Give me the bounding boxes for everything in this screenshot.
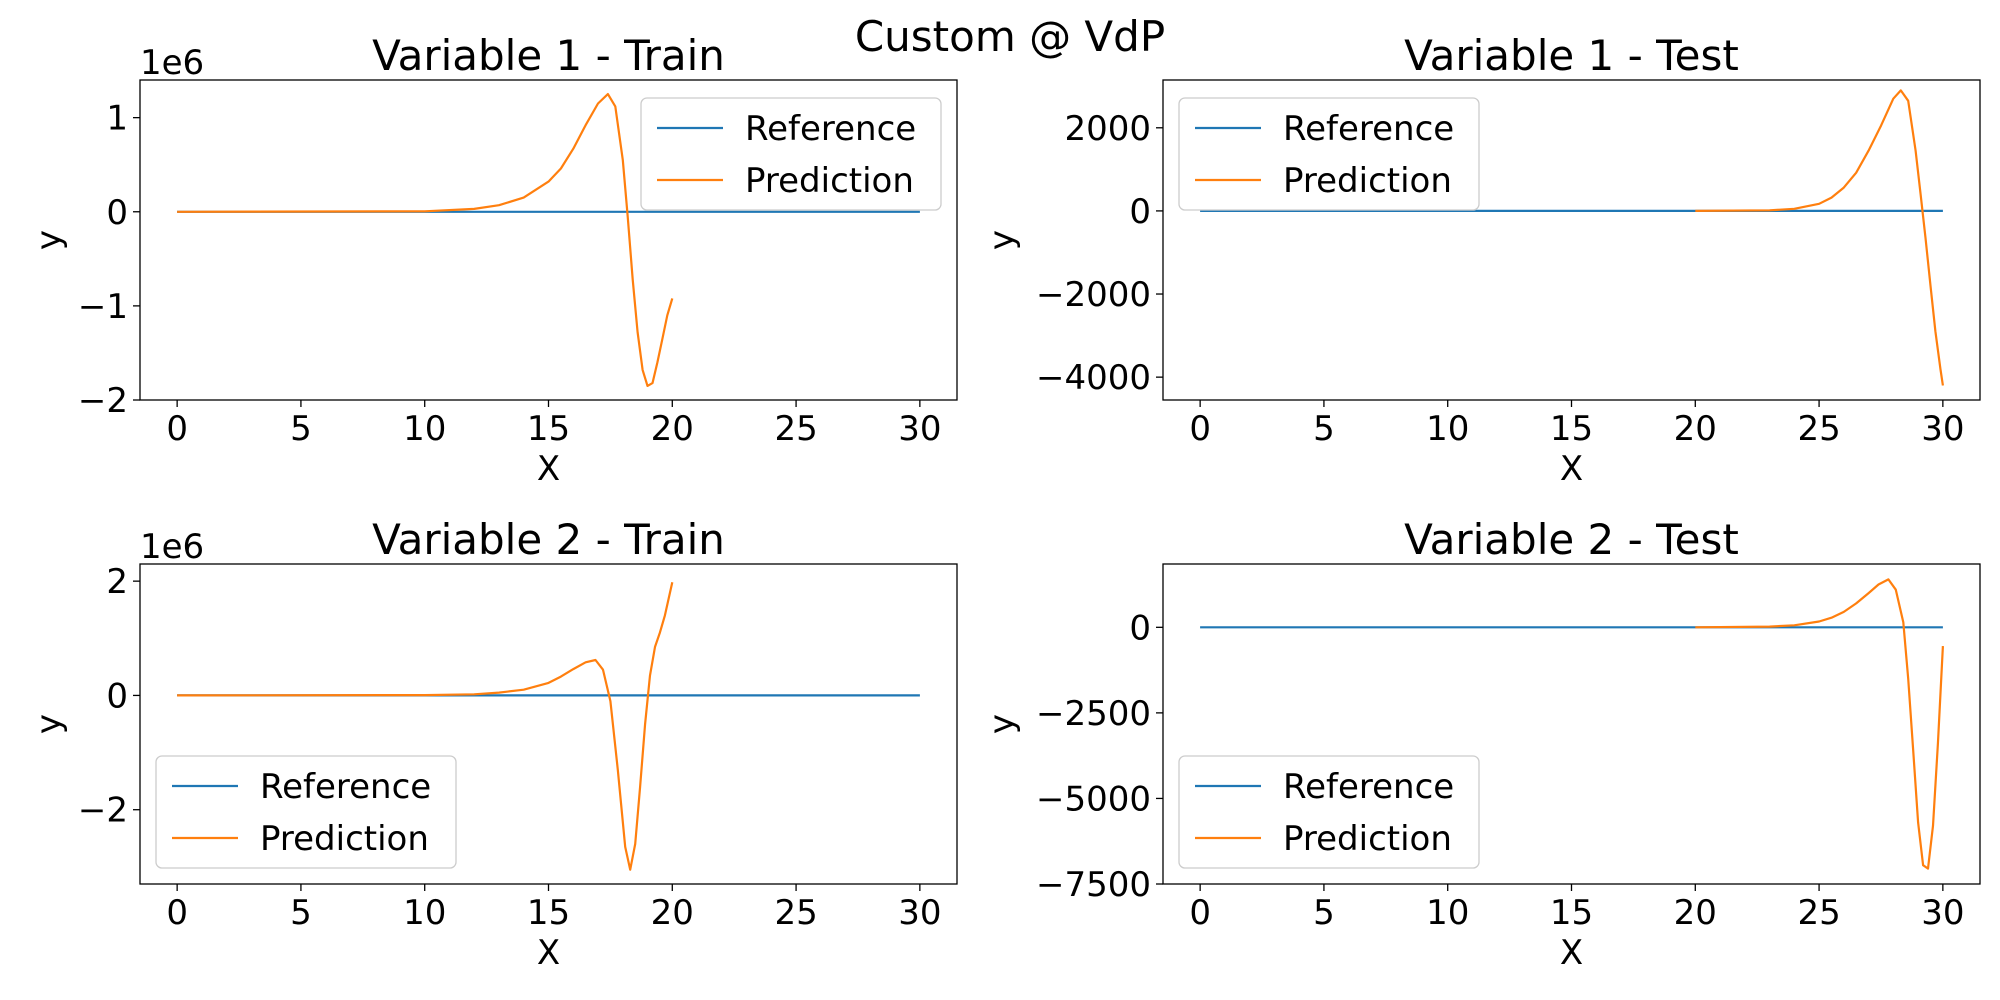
axis-offset-text: 1e6 [140,527,204,567]
y-tick-label: 2000 [1064,109,1151,149]
subplot-4: Variable 2 - Test 0 5 10 15 20 25 30 −7500 −5000 −… [982,515,1981,973]
legend: Reference Prediction [1178,755,1480,869]
x-axis-label: X [1560,449,1583,489]
subplot-title: Variable 1 - Train [372,31,725,80]
y-tick-label: −2500 [1036,694,1151,734]
x-tick-label: 10 [1426,893,1469,933]
subplot-2: Variable 1 - Test 0 5 10 15 20 25 30 −4000 −2000 0… [982,31,1981,489]
legend-box [1178,97,1480,211]
x-axis-label: X [1560,933,1583,973]
legend-label-reference: Reference [260,767,431,807]
y-tick-label: 0 [1129,608,1151,648]
y-axis-label: y [982,714,1022,734]
x-tick-label: 30 [898,409,941,449]
x-tick-label: 30 [1921,893,1964,933]
x-tick-label: 15 [527,409,570,449]
y-tick-label: 2 [106,562,128,602]
legend-label-prediction: Prediction [260,819,429,859]
x-axis-label: X [537,449,560,489]
legend-label-prediction: Prediction [1283,819,1452,859]
series-lines [177,92,920,387]
x-tick-label: 10 [403,893,446,933]
legend-box [155,755,457,869]
legend: Reference Prediction [1178,97,1480,211]
x-tick-label: 5 [1313,409,1335,449]
figure-title: Custom @ VdP [855,12,1165,61]
series-line-prediction [177,92,674,387]
legend-box [640,97,942,211]
legend: Reference Prediction [155,755,457,869]
subplot-1: Variable 1 - Train 0 5 10 15 20 25 30 −2 −1 0 1 Xy 1e… [29,31,958,489]
y-tick-label: 0 [106,193,128,233]
legend-label-prediction: Prediction [745,161,914,201]
x-axis-label: X [537,933,560,973]
y-tick-label: −2 [78,791,128,831]
y-tick-label: −2000 [1036,275,1151,315]
x-tick-label: 15 [527,893,570,933]
series-lines [177,582,920,871]
subplot-title: Variable 1 - Test [1404,31,1739,80]
axis-offset-text: 1e6 [140,43,204,83]
x-tick-label: 0 [166,893,188,933]
y-axis-label: y [29,714,69,734]
y-tick-label: −2 [78,381,128,421]
x-tick-label: 25 [774,893,817,933]
legend-box [1178,755,1480,869]
x-tick-label: 0 [1189,893,1211,933]
y-tick-label: 0 [1129,192,1151,232]
subplot-title: Variable 2 - Train [372,515,725,564]
legend-label-reference: Reference [1283,109,1454,149]
x-tick-label: 25 [1797,893,1840,933]
x-tick-label: 15 [1550,409,1593,449]
legend-label-reference: Reference [1283,767,1454,807]
y-tick-label: −7500 [1036,865,1151,905]
y-tick-label: 1 [106,99,128,139]
series-lines [1200,578,1944,870]
y-tick-label: −4000 [1036,358,1151,398]
series-lines [1200,89,1944,386]
y-axis-label: y [29,230,69,250]
x-tick-label: 20 [1674,893,1717,933]
x-tick-label: 30 [1921,409,1964,449]
subplot-3: Variable 2 - Train 0 5 10 15 20 25 30 −2 0 2 Xy 1e6 R… [29,515,958,973]
legend-label-prediction: Prediction [1283,161,1452,201]
series-line-prediction [177,582,674,871]
x-tick-label: 5 [1313,893,1335,933]
x-tick-label: 10 [403,409,446,449]
x-tick-label: 20 [651,893,694,933]
series-line-prediction [1695,89,1944,386]
x-tick-label: 25 [1797,409,1840,449]
x-tick-label: 20 [651,409,694,449]
x-tick-label: 5 [290,409,312,449]
subplot-title: Variable 2 - Test [1404,515,1739,564]
x-tick-label: 10 [1426,409,1469,449]
x-tick-label: 25 [774,409,817,449]
x-tick-label: 30 [898,893,941,933]
x-tick-label: 0 [166,409,188,449]
x-tick-label: 5 [290,893,312,933]
y-axis-label: y [982,230,1022,250]
x-tick-label: 20 [1674,409,1717,449]
legend-label-reference: Reference [745,109,916,149]
y-tick-label: −5000 [1036,779,1151,819]
y-tick-label: −1 [78,287,128,327]
y-tick-label: 0 [106,676,128,716]
legend: Reference Prediction [640,97,942,211]
series-line-prediction [1695,578,1944,870]
x-tick-label: 0 [1189,409,1211,449]
x-tick-label: 15 [1550,893,1593,933]
